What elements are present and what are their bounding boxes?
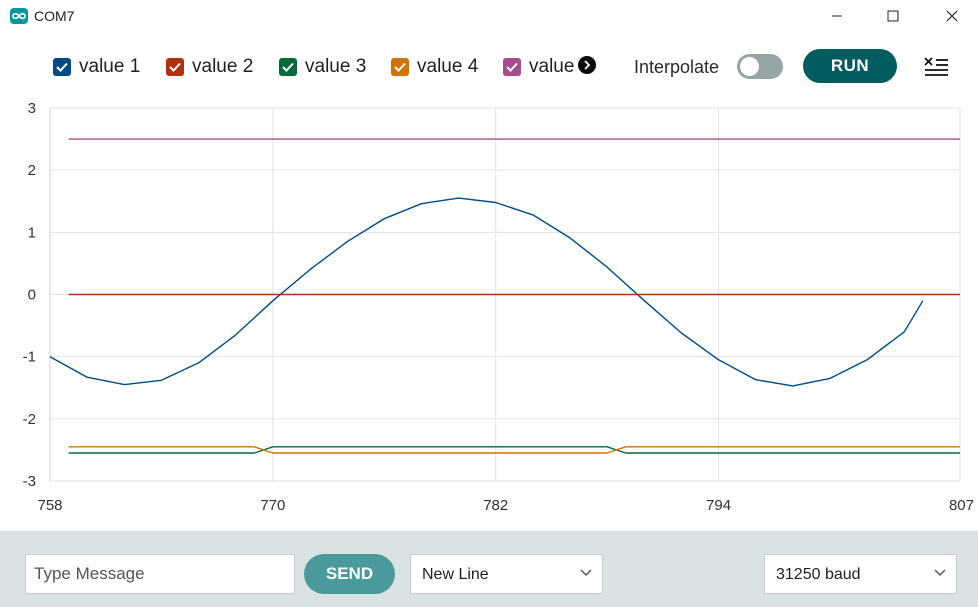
- send-button[interactable]: SEND: [304, 554, 395, 594]
- y-tick-label: -3: [23, 473, 36, 490]
- bottom-bar: SEND New Line 31250 baud: [0, 531, 978, 607]
- x-tick-label: 770: [260, 497, 285, 514]
- close-button[interactable]: [929, 0, 975, 32]
- close-icon: [946, 10, 958, 22]
- checkbox-checked-icon[interactable]: [503, 58, 521, 76]
- legend-label: value 3: [305, 56, 367, 77]
- arduino-infinity-icon: [10, 8, 28, 24]
- y-tick-label: 1: [28, 224, 36, 241]
- legend-label: value 1: [79, 56, 141, 77]
- x-tick-label: 807: [949, 497, 974, 514]
- legend-item-value-5[interactable]: value 5: [503, 56, 585, 77]
- legend-item-value-2[interactable]: value 2: [166, 56, 254, 77]
- baud-rate-select[interactable]: 31250 baud: [764, 554, 957, 594]
- checkbox-checked-icon[interactable]: [391, 58, 409, 76]
- x-tick-label: 794: [706, 497, 731, 514]
- chevron-down-icon: [580, 569, 592, 577]
- clear-list-icon[interactable]: [922, 54, 950, 78]
- series-line-3: [68, 446, 960, 454]
- plotter-toolbar: value 1 value 2 value 3 value 4 value 5: [0, 46, 978, 88]
- checkbox-checked-icon[interactable]: [279, 58, 297, 76]
- window-title: COM7: [34, 8, 75, 24]
- legend-label: value 5: [529, 56, 585, 77]
- title-bar: COM7: [0, 0, 978, 32]
- legend-label: value 4: [417, 56, 479, 77]
- message-input[interactable]: [25, 554, 295, 594]
- interpolate-toggle[interactable]: [737, 54, 783, 79]
- y-tick-label: -2: [23, 411, 36, 428]
- series-line-1: [49, 197, 924, 387]
- x-tick-label: 782: [483, 497, 508, 514]
- series-line-4: [68, 446, 960, 454]
- toggle-knob: [740, 57, 759, 76]
- legend-item-value-3[interactable]: value 3: [279, 56, 367, 77]
- checkbox-checked-icon[interactable]: [166, 58, 184, 76]
- legend-overflow-clip: value 5: [503, 52, 585, 82]
- interpolate-label: Interpolate: [634, 57, 720, 77]
- chevron-down-icon: [934, 569, 946, 577]
- x-tick-label: 758: [37, 497, 62, 514]
- minimize-icon: [832, 15, 842, 17]
- line-ending-value: New Line: [422, 566, 489, 583]
- legend-label: value 2: [192, 56, 254, 77]
- checkbox-checked-icon[interactable]: [53, 58, 71, 76]
- baud-rate-value: 31250 baud: [776, 566, 861, 583]
- chevron-right-circle-icon[interactable]: [578, 56, 596, 74]
- legend-item-value-4[interactable]: value 4: [391, 56, 479, 77]
- run-button[interactable]: RUN: [803, 49, 897, 83]
- line-ending-select[interactable]: New Line: [410, 554, 603, 594]
- minimize-button[interactable]: [814, 0, 860, 32]
- maximize-icon: [887, 10, 899, 22]
- maximize-button[interactable]: [870, 0, 916, 32]
- y-tick-label: 2: [28, 162, 36, 179]
- y-tick-label: 0: [28, 287, 36, 304]
- legend-item-value-1[interactable]: value 1: [53, 56, 141, 77]
- y-tick-label: -1: [23, 349, 36, 366]
- y-tick-label: 3: [28, 100, 36, 117]
